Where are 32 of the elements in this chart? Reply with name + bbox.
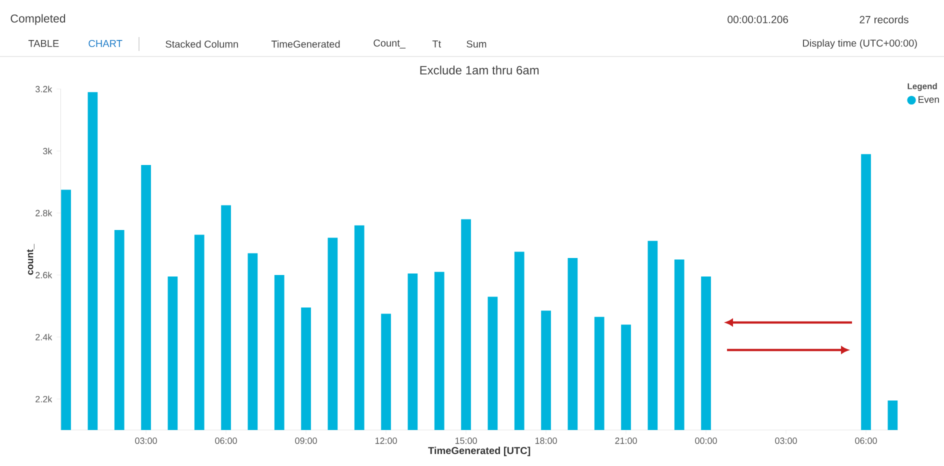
text: Sum bbox=[466, 40, 486, 48]
legend-label: Even bbox=[918, 96, 939, 103]
x-tick-label: 09:00 bbox=[295, 438, 317, 444]
y-tick-label: 3.2k bbox=[36, 86, 52, 92]
y-tick-label: 2.4k bbox=[36, 334, 52, 340]
y-tick-label: 3k bbox=[43, 148, 52, 154]
y-tick-label: 2.8k bbox=[36, 210, 52, 216]
text: Stacked Column bbox=[166, 40, 238, 48]
text: 00:00:01.206 bbox=[728, 16, 788, 24]
x-tick-label: 21:00 bbox=[615, 438, 637, 444]
y-axis-title: count_ bbox=[26, 244, 34, 275]
x-tick-label: 03:00 bbox=[135, 438, 157, 444]
text: Completed bbox=[10, 14, 66, 25]
legend-title: Legend bbox=[908, 83, 937, 91]
x-axis-title: TimeGenerated [UTC] bbox=[428, 446, 530, 456]
text: TimeGenerated bbox=[271, 40, 340, 48]
text: Count_ bbox=[374, 40, 406, 48]
text: 27 records bbox=[860, 16, 908, 24]
text: TABLE bbox=[28, 40, 59, 47]
chart-title: Exclude 1am thru 6am bbox=[420, 66, 539, 74]
x-tick-label: 15:00 bbox=[455, 438, 477, 444]
x-tick-label: 06:00 bbox=[215, 438, 237, 444]
x-tick-label: 06:00 bbox=[855, 438, 877, 444]
text: CHART bbox=[88, 40, 122, 48]
text: Tt bbox=[432, 40, 442, 48]
text: Display time (UTC+00:00) bbox=[803, 39, 917, 49]
x-tick-label: 00:00 bbox=[695, 438, 717, 444]
x-tick-label: 03:00 bbox=[775, 438, 797, 444]
y-tick-label: 2.2k bbox=[36, 396, 52, 402]
x-tick-label: 12:00 bbox=[375, 438, 397, 444]
y-tick-label: 2.6k bbox=[36, 272, 52, 278]
x-tick-label: 18:00 bbox=[535, 438, 557, 444]
